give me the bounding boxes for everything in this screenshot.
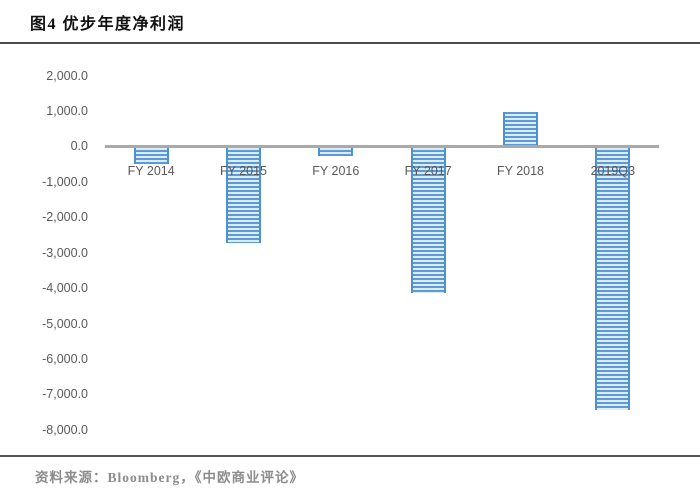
x-axis-label: FY 2015 — [219, 164, 267, 178]
bar-fy-2014 — [133, 146, 169, 164]
x-axis-label: FY 2017 — [404, 164, 452, 178]
x-axis-zero-line — [105, 145, 659, 148]
source-note: 资料来源：Bloomberg，《中欧商业评论》 — [35, 470, 304, 485]
y-axis-tick-label: -6,000.0 — [42, 351, 88, 366]
figure-title: 图4 优步年度净利润 — [30, 16, 186, 33]
y-axis-tick-label: -7,000.0 — [42, 387, 88, 402]
bar-fy-2018 — [503, 111, 538, 147]
y-axis-tick-label: -1,000.0 — [42, 174, 88, 189]
y-axis-tick-label: 1,000.0 — [46, 103, 88, 118]
x-axis-label: FY 2018 — [496, 164, 544, 178]
footer-divider-line — [0, 455, 700, 457]
bar-fy-2017 — [410, 146, 446, 293]
y-axis-tick-label: 0.0 — [70, 139, 88, 154]
bar-fy-2015 — [226, 146, 261, 243]
title-divider-line — [0, 42, 700, 44]
x-axis-label: 2019Q3 — [590, 164, 636, 178]
y-axis-tick-label: -2,000.0 — [42, 210, 88, 225]
y-axis-tick-label: -8,000.0 — [42, 422, 88, 437]
bar-fy-2016 — [318, 146, 354, 157]
y-axis-tick-label: -5,000.0 — [42, 316, 88, 331]
x-axis-label: FY 2014 — [127, 164, 175, 178]
y-axis-tick-label: -3,000.0 — [42, 245, 88, 260]
y-axis-tick-label: 2,000.0 — [46, 68, 88, 83]
y-axis-tick-label: -4,000.0 — [42, 281, 88, 296]
x-axis-label: FY 2016 — [312, 164, 360, 178]
bar-2019q3 — [595, 146, 631, 411]
